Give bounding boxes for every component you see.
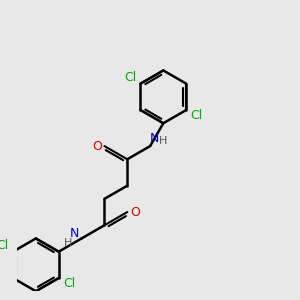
Text: Cl: Cl — [0, 239, 9, 252]
Text: O: O — [92, 140, 102, 153]
Text: Cl: Cl — [124, 71, 136, 84]
Text: H: H — [159, 136, 167, 146]
Text: Cl: Cl — [63, 278, 75, 290]
Text: O: O — [130, 206, 140, 219]
Text: Cl: Cl — [190, 110, 202, 122]
Text: N: N — [150, 132, 160, 145]
Text: H: H — [64, 238, 73, 248]
Text: N: N — [69, 227, 79, 240]
